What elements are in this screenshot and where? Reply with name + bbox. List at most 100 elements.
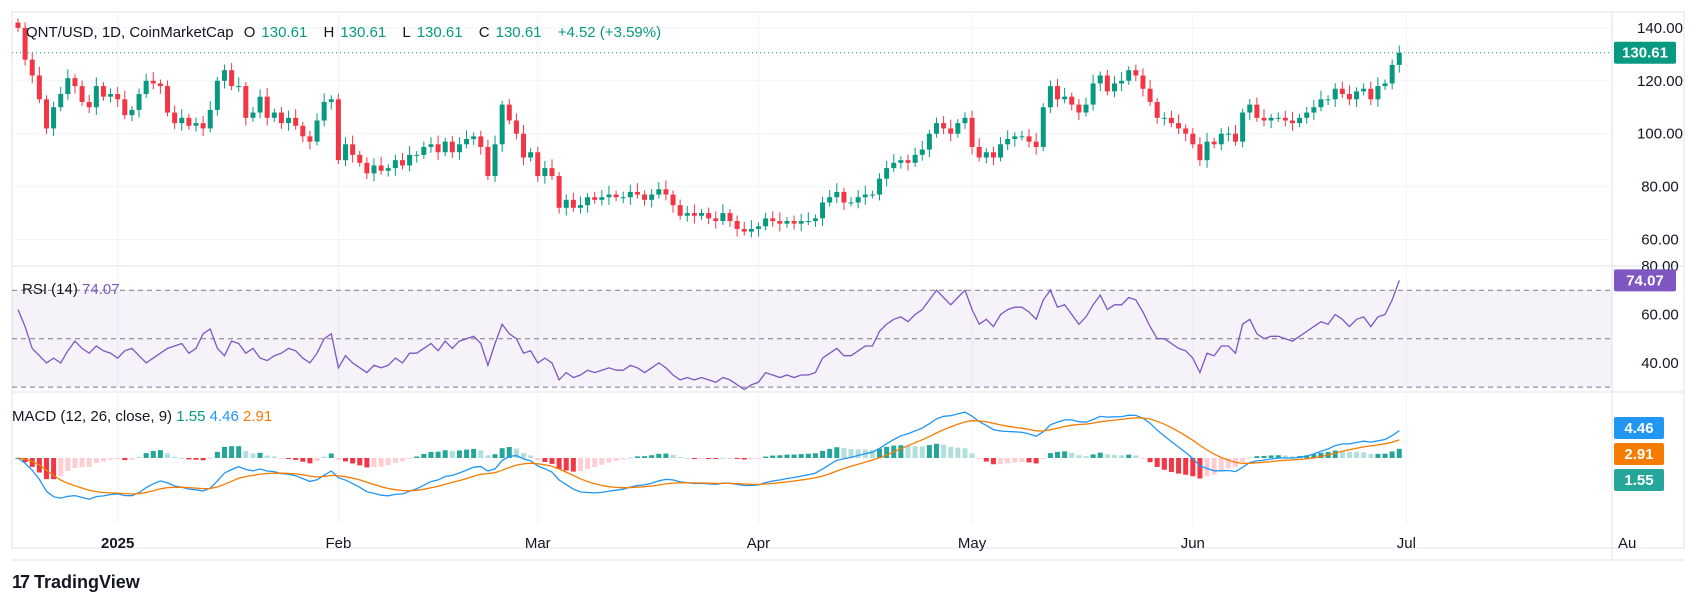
candle-body — [1254, 104, 1260, 118]
candle-body — [428, 144, 434, 147]
candle-body — [65, 78, 71, 95]
macd-histogram-bar — [186, 458, 192, 460]
macd-histogram-bar — [407, 458, 413, 459]
candle-body — [941, 123, 947, 129]
macd-histogram-bar — [58, 458, 64, 477]
macd-histogram-bar — [620, 458, 626, 460]
macd-histogram-bar — [990, 458, 996, 465]
macd-histogram-bar — [613, 458, 619, 461]
candle-body — [948, 128, 954, 134]
macd-histogram-bar — [1354, 452, 1360, 458]
macd-legend[interactable]: MACD (12, 26, close, 9) 1.55 4.46 2.91 — [12, 408, 272, 425]
candle-body — [834, 191, 840, 198]
candle-body — [976, 146, 982, 158]
macd-histogram-bar — [165, 453, 171, 458]
candle-body — [1168, 117, 1174, 124]
candle-body — [1012, 136, 1018, 139]
candle-body — [699, 213, 705, 216]
candle-body — [613, 194, 619, 198]
candle-body — [1325, 99, 1331, 101]
rsi-line — [17, 280, 1400, 391]
candle-body — [478, 136, 484, 147]
macd-histogram-bar — [293, 458, 299, 460]
candle-body — [1361, 88, 1367, 92]
candle-body — [933, 123, 939, 134]
macd-histogram-bar — [1346, 452, 1352, 458]
macd-histogram-bar — [72, 458, 78, 468]
candle-body — [186, 117, 192, 126]
candle-body — [350, 144, 356, 155]
candle-body — [827, 197, 833, 203]
macd-histogram-bar — [172, 456, 178, 458]
rsi-legend[interactable]: RSI (14) 74.07 — [22, 281, 120, 298]
macd-histogram-bar — [1332, 450, 1338, 458]
candle-body — [549, 168, 555, 177]
macd-histogram-bar — [129, 458, 135, 460]
candle-body — [998, 144, 1004, 158]
candle-body — [1126, 70, 1132, 81]
macd-histogram-bar — [1062, 451, 1068, 458]
candle-body — [755, 226, 761, 229]
candle-body — [1311, 107, 1317, 113]
macd-histogram-bar — [414, 456, 420, 458]
macd-histogram-bar — [827, 448, 833, 458]
macd-histogram-bar — [464, 449, 470, 458]
candle-body — [1119, 80, 1125, 84]
macd-histogram-bar — [93, 458, 99, 464]
macd-histogram-bar — [385, 458, 391, 466]
macd-histogram-bar — [627, 457, 633, 459]
candle-body — [207, 109, 213, 129]
macd-histogram-bar — [307, 458, 313, 464]
candle-body — [1062, 96, 1068, 100]
macd-histogram-bar — [1254, 456, 1260, 458]
candle-body — [236, 86, 242, 88]
macd-histogram-bar — [1368, 454, 1374, 458]
macd-histogram-bar — [1183, 458, 1189, 475]
candle-body — [1069, 96, 1075, 105]
macd-histogram-bar — [179, 457, 185, 459]
candle-body — [620, 197, 626, 199]
macd-histogram-bar — [855, 449, 861, 458]
macd-histogram-bar — [812, 453, 818, 458]
macd-histogram-bar — [912, 446, 918, 458]
macd-histogram-bar — [1247, 457, 1253, 459]
macd-histogram-bar — [570, 458, 576, 472]
candle-body — [129, 109, 135, 116]
candle-body — [200, 123, 206, 129]
candle-body — [300, 125, 306, 137]
candle-body — [421, 146, 427, 155]
macd-histogram-bar — [157, 450, 163, 458]
macd-histogram-bar — [428, 451, 434, 458]
macd-histogram-bar — [1204, 458, 1210, 477]
candle-body — [634, 191, 640, 195]
candle-body — [442, 141, 448, 153]
x-tick-label: Jul — [1397, 535, 1416, 552]
macd-histogram-bar — [1268, 455, 1274, 458]
candle-body — [271, 112, 277, 118]
macd-histogram-bar — [898, 445, 904, 458]
candle-body — [1147, 88, 1153, 102]
macd-histogram-bar — [357, 458, 363, 466]
macd-line — [17, 411, 1400, 500]
candle-body — [1047, 86, 1053, 108]
candle-body — [1261, 117, 1267, 121]
candle-body — [1240, 112, 1246, 142]
macd-histogram-bar — [499, 448, 505, 458]
candle-body — [884, 168, 890, 179]
candle-body — [1090, 83, 1096, 105]
macd-histogram-bar — [563, 458, 569, 471]
candle-body — [1161, 117, 1167, 119]
macd-histogram-bar — [1275, 455, 1281, 458]
macd-histogram-bar — [748, 458, 754, 460]
macd-histogram-bar — [720, 457, 726, 459]
candle-body — [877, 178, 883, 195]
macd-histogram-bar — [236, 446, 242, 458]
candle-body — [506, 104, 512, 121]
macd-histogram-bar — [471, 448, 477, 458]
macd-histogram-bar — [1047, 453, 1053, 458]
candle-body — [385, 168, 391, 171]
macd-histogram-bar — [684, 457, 690, 459]
candle-body — [51, 107, 57, 129]
tradingview-logo[interactable]: 17 TradingView — [12, 572, 140, 593]
